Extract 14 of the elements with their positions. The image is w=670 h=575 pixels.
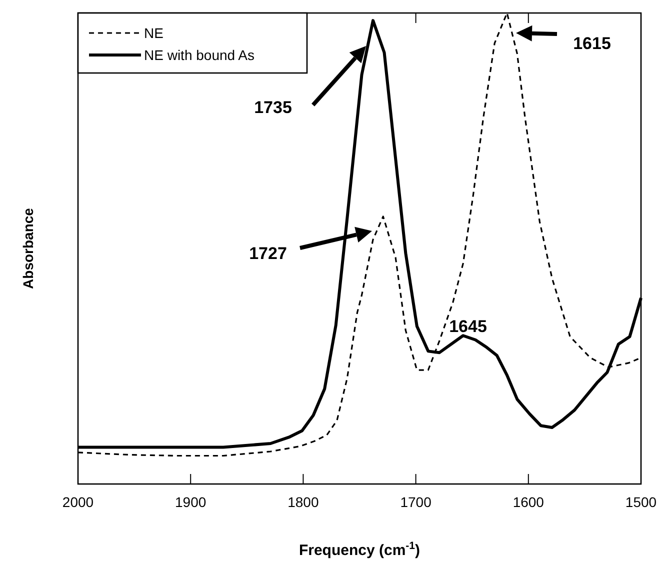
x-tick-label: 1800 (288, 494, 319, 510)
x-tick-label: 2000 (62, 494, 94, 510)
x-tick-label: 1600 (512, 494, 544, 510)
annotation: 1727 (249, 244, 287, 263)
x-tick-label: 1500 (625, 494, 657, 510)
legend-label: NE (144, 25, 164, 41)
x-tick-label: 1900 (175, 494, 206, 510)
annotation: 1645 (449, 317, 487, 336)
annotation: 1735 (254, 98, 292, 117)
x-axis-title: Frequency (cm$^{-1}$) (298, 540, 420, 559)
legend-label: NE with bound As (144, 47, 255, 63)
y-axis-title: Absorbance (20, 208, 36, 289)
annotation: 1615 (573, 34, 611, 53)
x-tick-label: 1700 (400, 494, 432, 510)
